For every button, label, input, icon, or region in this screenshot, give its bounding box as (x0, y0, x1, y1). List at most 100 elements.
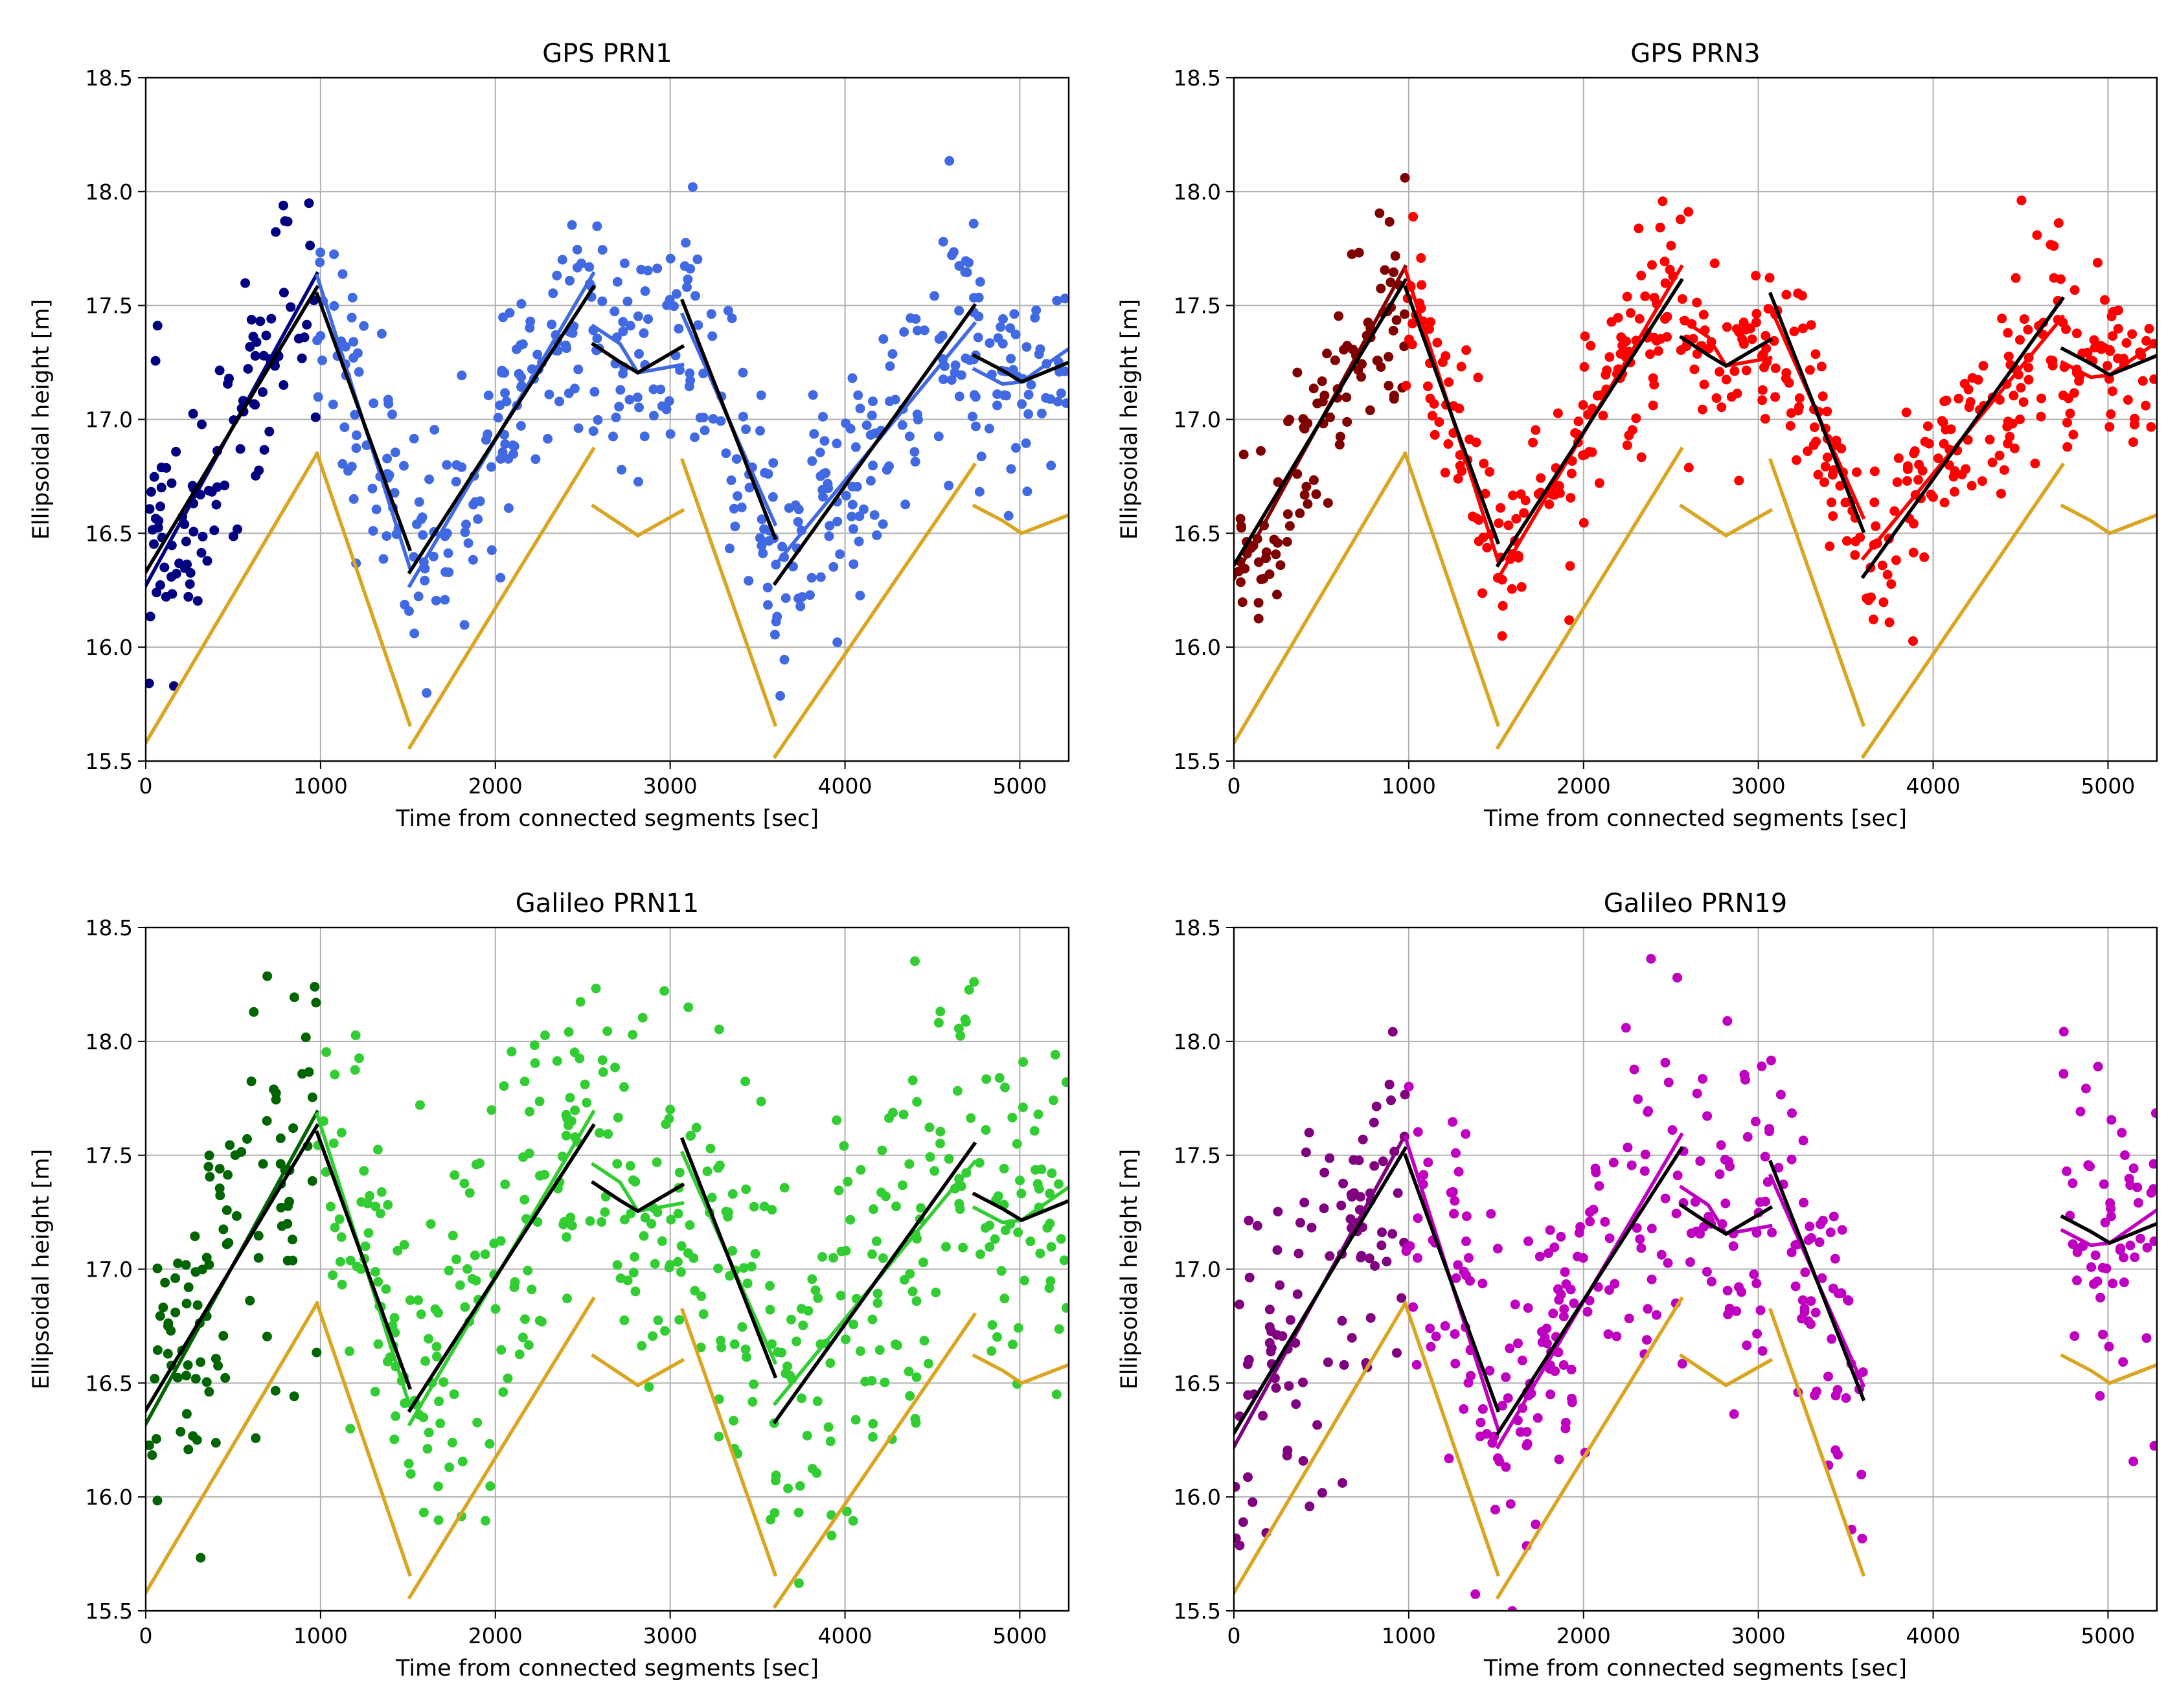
scatter-point (1909, 446, 1920, 456)
scatter-point (867, 1249, 877, 1259)
model-line-segment (1860, 462, 2066, 759)
scatter-point (1634, 313, 1645, 324)
scatter-point (639, 328, 649, 338)
scatter-point (530, 1058, 540, 1068)
scatter-point (1667, 1125, 1678, 1135)
scatter-point (1013, 1227, 1023, 1238)
fit-line-segment (1679, 1185, 1773, 1236)
scatter-point (330, 1222, 340, 1233)
reference-line-segment (972, 1191, 1069, 1222)
scatter-point (1965, 397, 1976, 407)
reference-line-segment (146, 284, 320, 575)
scatter-point (151, 1434, 161, 1444)
scatter-point (1298, 1377, 1308, 1387)
scatter-point (750, 1249, 760, 1259)
scatter-point (660, 1326, 670, 1336)
scatter-point (1938, 417, 1948, 427)
scatter-point (1253, 613, 1264, 624)
scatter-point (900, 499, 911, 510)
scatter-point (176, 1427, 186, 1437)
y-tick-label: 18.5 (85, 915, 133, 940)
scatter-point (1050, 1049, 1060, 1060)
scatter-point (1691, 1226, 1702, 1236)
scatter-point (304, 198, 314, 209)
scatter-point (310, 982, 320, 992)
scatter-point (413, 591, 424, 602)
scatter-point (1575, 1222, 1586, 1232)
scatter-point (259, 445, 269, 455)
model-line-segment (314, 451, 413, 727)
scatter-point (1544, 1248, 1553, 1258)
scatter-point (1235, 1540, 1245, 1551)
scatter-point (1709, 258, 1720, 269)
scatter-point (336, 1257, 345, 1267)
scatter-point (1608, 1157, 1619, 1168)
scatter-point (223, 1170, 233, 1180)
scatter-point (321, 1047, 332, 1057)
scatter-point (1622, 291, 1632, 302)
scatter-point (2023, 374, 2034, 385)
scatter-point (744, 483, 755, 493)
scatter-point (714, 1024, 724, 1034)
scatter-point (897, 1180, 907, 1190)
scatter-point (659, 986, 670, 996)
scatter-point (1365, 1313, 1376, 1323)
scatter-point (1803, 1316, 1814, 1327)
scatter-point (1046, 1242, 1056, 1252)
scatter-point (1041, 393, 1051, 403)
scatter-point (540, 1030, 550, 1040)
scatter-point (639, 431, 650, 442)
scatter-point (2128, 1456, 2139, 1466)
y-tick-label: 18.0 (85, 179, 133, 205)
scatter-point (460, 1302, 470, 1312)
scatter-point (569, 1047, 580, 1058)
scatter-point (1385, 277, 1396, 288)
scatter-point (2103, 361, 2112, 371)
scatter-point (1852, 467, 1862, 477)
scatter-point (749, 1379, 759, 1389)
scatter-point (373, 1339, 383, 1349)
scatter-point (2016, 195, 2027, 205)
scatter-point (2104, 1341, 2114, 1352)
scatter-point (215, 1190, 225, 1201)
scatter-point (1770, 392, 1781, 402)
scatter-point (2086, 1262, 2097, 1272)
scatter-point (1636, 452, 1647, 462)
scatter-point (1494, 518, 1504, 529)
scatter-point (561, 1130, 571, 1141)
scatter-point (307, 1092, 317, 1102)
scatter-point (1461, 1211, 1472, 1222)
scatter-point (1437, 357, 1448, 367)
scatter-point (2053, 218, 2064, 228)
scatter-point (910, 1413, 920, 1424)
scatter-point (1558, 1312, 1569, 1321)
scatter-point (1337, 1315, 1347, 1326)
scatter-point (768, 492, 778, 502)
scatter-point (350, 1065, 360, 1075)
scatter-point (514, 1349, 525, 1360)
scatter-point (1323, 1357, 1333, 1367)
scatter-point (714, 1394, 724, 1404)
scatter-point (433, 1481, 443, 1492)
scatter-point (944, 1154, 954, 1164)
scatter-point (1404, 1082, 1414, 1092)
reference-line-segment (1234, 278, 1408, 568)
scatter-point (1913, 475, 1923, 485)
scatter-point (1243, 1472, 1253, 1483)
scatter-point (912, 409, 922, 420)
fit-line-segment (2060, 339, 2157, 380)
scatter-point (2003, 328, 2013, 338)
scatter-point (1451, 1148, 1461, 1158)
scatter-point (798, 1320, 808, 1330)
chart-panel-2: 0 1000 2000 3000 4000 500015.516.016.517.017.… (1117, 39, 2158, 832)
scatter-point (619, 1082, 629, 1092)
scatter-point (562, 1293, 572, 1304)
scatter-point (981, 1074, 992, 1084)
scatter-point (1825, 1227, 1836, 1238)
scatter-point (148, 525, 157, 535)
scatter-point (618, 369, 628, 379)
scatter-point (847, 373, 858, 383)
x-tick-label: 2000 (1556, 773, 1611, 799)
scatter-point (1578, 400, 1588, 410)
